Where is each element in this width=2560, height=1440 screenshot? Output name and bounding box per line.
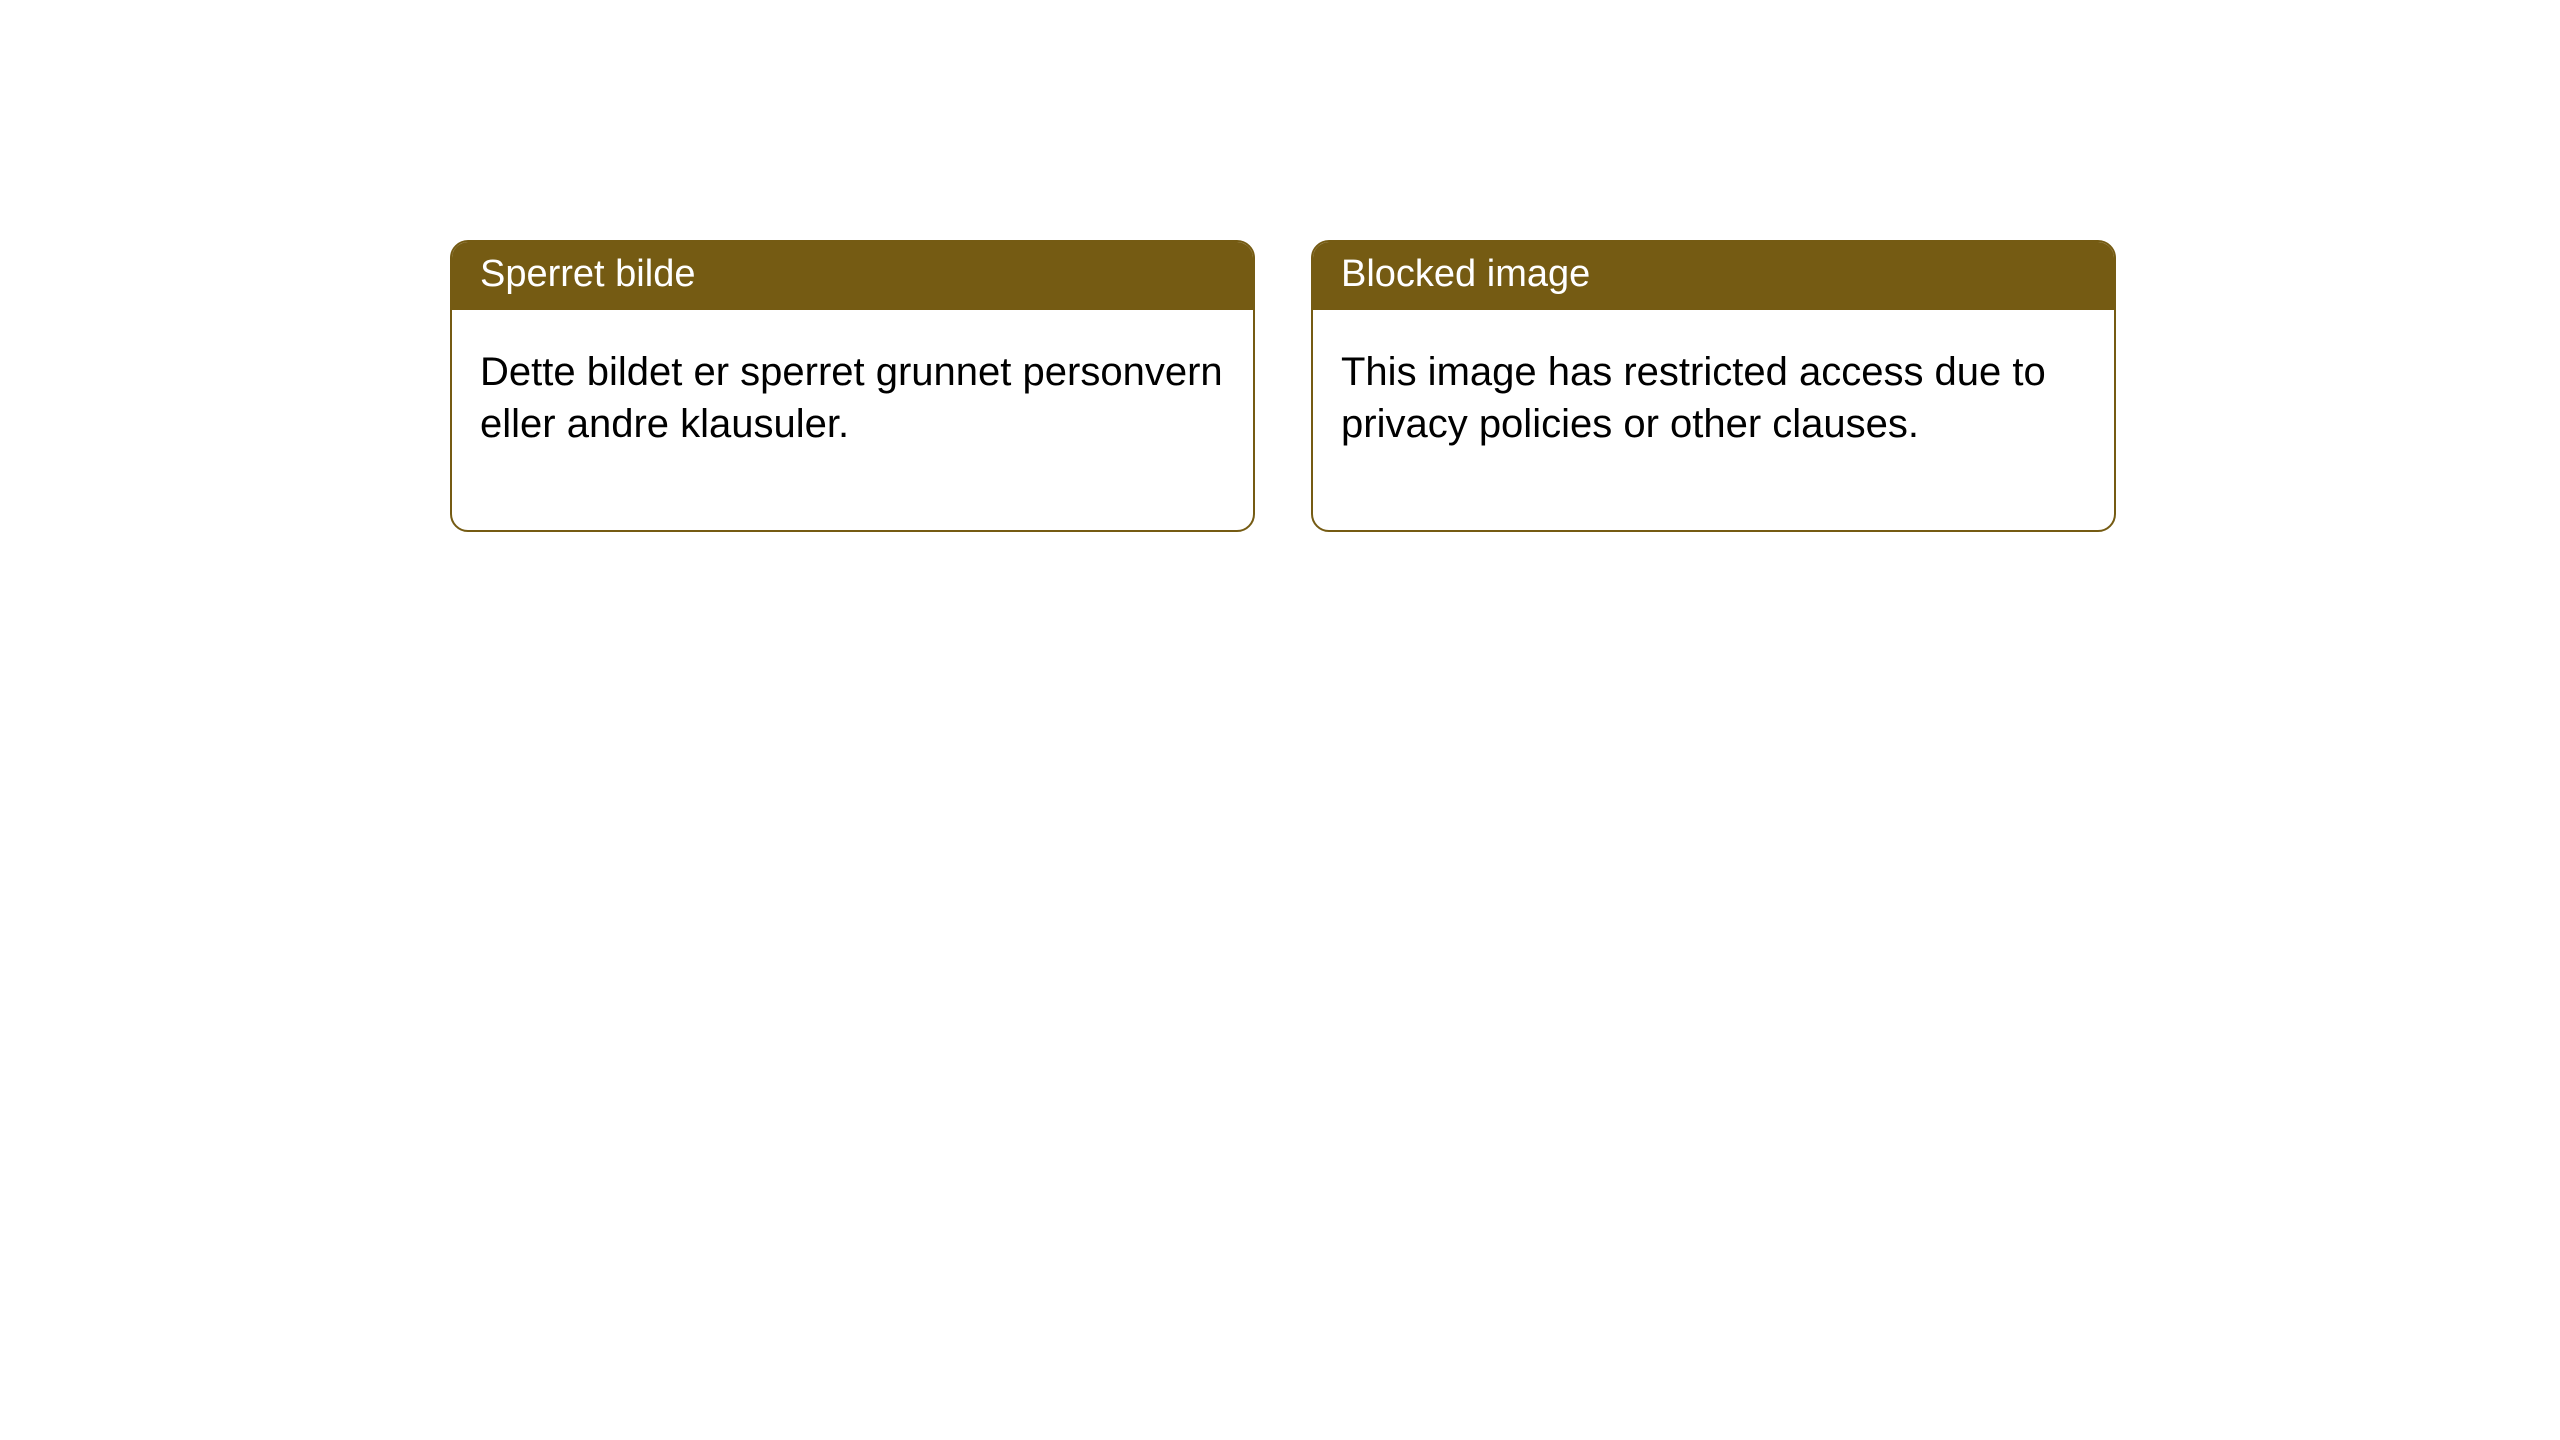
notice-header-english: Blocked image (1313, 242, 2114, 310)
notice-box-norwegian: Sperret bilde Dette bildet er sperret gr… (450, 240, 1255, 532)
notice-header-norwegian: Sperret bilde (452, 242, 1253, 310)
notice-box-english: Blocked image This image has restricted … (1311, 240, 2116, 532)
notice-body-english: This image has restricted access due to … (1313, 310, 2114, 530)
notice-body-norwegian: Dette bildet er sperret grunnet personve… (452, 310, 1253, 530)
notice-container: Sperret bilde Dette bildet er sperret gr… (0, 0, 2560, 532)
